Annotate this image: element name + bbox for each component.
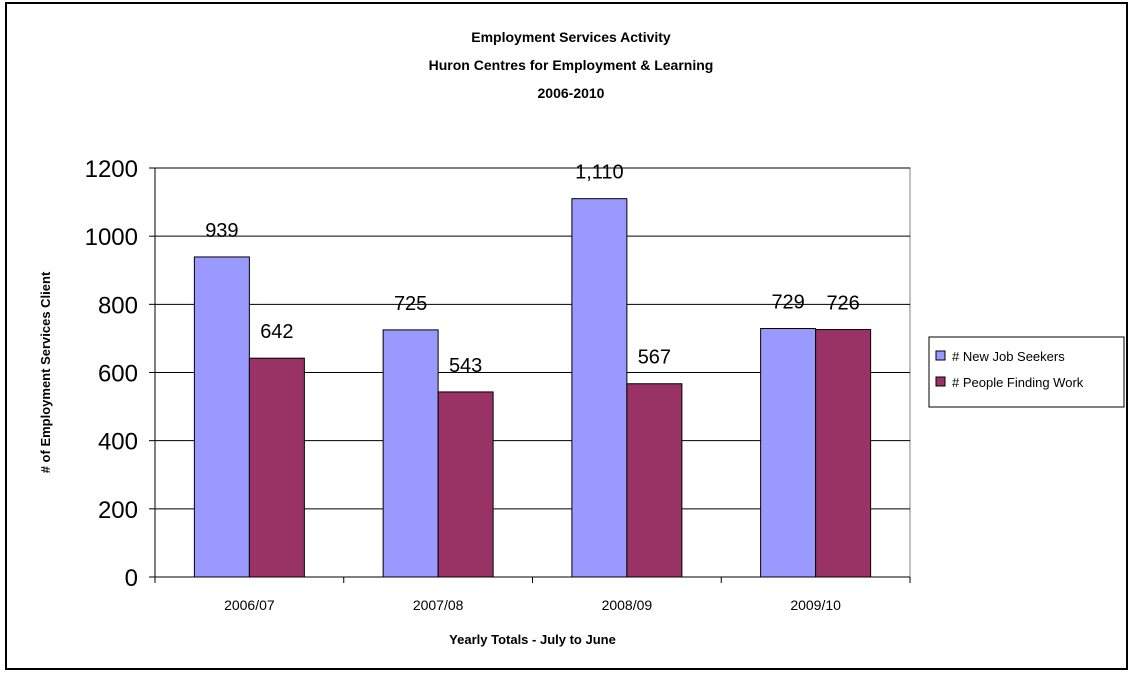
x-tick-label: 2008/09 (602, 597, 653, 613)
data-label: 729 (771, 292, 804, 314)
legend-label: # People Finding Work (952, 375, 1084, 390)
x-tick-label: 2007/08 (413, 597, 464, 613)
chart-title: Employment Services Activity Huron Centr… (429, 29, 714, 101)
y-tick-label: 600 (98, 361, 138, 388)
legend: # New Job Seekers # People Finding Work (928, 336, 1125, 408)
y-tick-label: 1000 (85, 224, 138, 251)
data-label: 567 (638, 347, 671, 369)
bar (193, 256, 250, 578)
axes: 0 200 400 600 800 1000 1200 2006/07 2007/08 2008/… (85, 156, 911, 613)
y-tick-label: 0 (125, 565, 138, 592)
chart-title-line-3: 2006-2010 (538, 85, 605, 101)
data-label: 642 (260, 321, 293, 343)
y-tick-label: 400 (98, 429, 138, 456)
y-tick-label: 1200 (85, 156, 138, 183)
data-label: 1,110 (575, 162, 624, 184)
legend-box (928, 336, 1125, 408)
legend-swatch (935, 376, 946, 387)
y-axis-title: # of Employment Services Client (38, 271, 53, 473)
y-tick-label: 800 (98, 292, 138, 319)
legend-label: # New Job Seekers (952, 349, 1065, 364)
chart-title-line-2: Huron Centres for Employment & Learning (429, 57, 714, 73)
bar (760, 328, 817, 578)
x-tick-label: 2006/07 (224, 597, 275, 613)
bar (382, 329, 439, 578)
data-label: 939 (205, 220, 238, 242)
y-tick-label: 200 (98, 497, 138, 524)
data-label: 543 (449, 355, 482, 377)
chart-frame (5, 2, 1128, 670)
bars (193, 198, 872, 578)
bar (571, 198, 628, 578)
bar (626, 383, 683, 578)
bar (815, 329, 872, 578)
bar (248, 357, 305, 578)
chart-title-line-1: Employment Services Activity (471, 29, 671, 45)
x-axis-title: Yearly Totals - July to June (449, 632, 616, 647)
data-label: 726 (826, 293, 859, 315)
bar (437, 391, 494, 578)
legend-swatch (935, 350, 946, 361)
x-tick-label: 2009/10 (790, 597, 841, 613)
data-label: 725 (394, 293, 427, 315)
data-labels: 939 642 725 543 1,110 567 729 726 (205, 162, 860, 377)
